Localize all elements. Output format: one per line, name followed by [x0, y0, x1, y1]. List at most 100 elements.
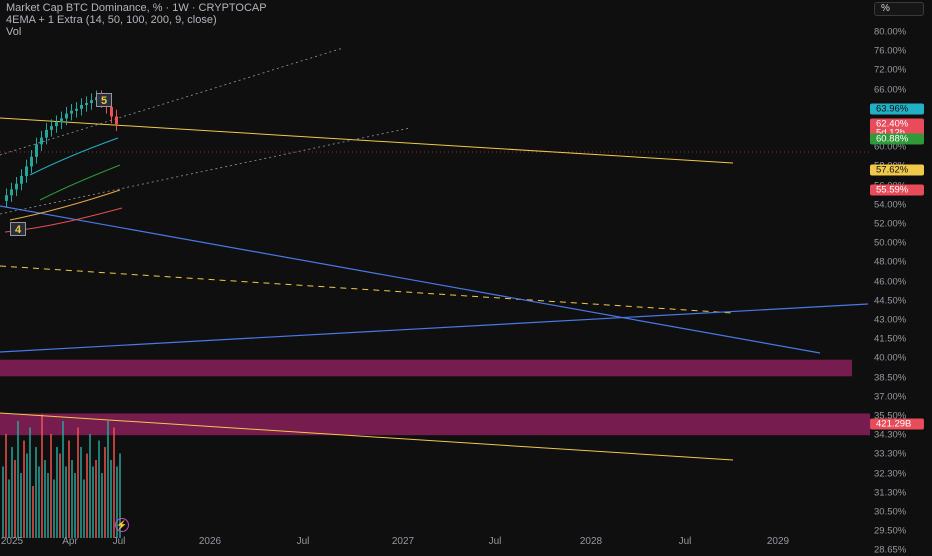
elliott-wave-4-label[interactable]: 4	[10, 222, 26, 236]
candle-body	[45, 129, 48, 138]
candle-body	[110, 106, 113, 117]
candle-body	[55, 122, 58, 127]
volume-bar	[14, 460, 16, 538]
volume-bar	[47, 473, 49, 538]
volume-bar	[83, 479, 85, 538]
volume-bar	[101, 473, 103, 538]
volume-bar	[95, 460, 97, 538]
price-tick-label: 40.00%	[874, 352, 907, 364]
candle-body	[10, 189, 13, 196]
volume-bar	[116, 466, 118, 538]
yellow-dashed-line	[0, 265, 734, 314]
price-tick-label: 52.00%	[874, 218, 907, 230]
volume-label[interactable]: Vol	[6, 26, 22, 38]
price-tick-label: 32.30%	[874, 468, 907, 480]
price-badge: 421.29B	[870, 418, 924, 430]
indicator-label[interactable]: 4EMA + 1 Extra (14, 50, 100, 200, 9, clo…	[6, 14, 217, 26]
volume-bar	[92, 466, 94, 538]
volume-bar	[11, 447, 13, 538]
candle-body	[35, 144, 38, 157]
scale-percent-button[interactable]: %	[874, 2, 924, 16]
volume-bar	[41, 414, 43, 538]
time-tick-label: 2027	[391, 536, 415, 547]
supply-zone	[0, 359, 852, 377]
price-tick-label: 31.30%	[874, 487, 907, 499]
price-tick-label: 54.00%	[874, 199, 907, 211]
price-tick-label: 30.50%	[874, 506, 907, 518]
volume-bar	[62, 421, 64, 538]
volume-bar	[65, 466, 67, 538]
price-tick-label: 72.00%	[874, 64, 907, 76]
price-tick-label: 60.00%	[874, 141, 907, 153]
candle-body	[75, 108, 78, 111]
price-badge: 62.40%	[870, 118, 924, 130]
price-tick-label: 29.50%	[874, 525, 907, 537]
volume-bar	[8, 479, 10, 538]
volume-bar	[50, 434, 52, 538]
volume-bar	[29, 427, 31, 538]
elliott-wave-5-label[interactable]: 5	[96, 93, 112, 107]
volume-bar	[17, 421, 19, 538]
price-tick-label: 48.00%	[874, 256, 907, 268]
volume-bar	[98, 440, 100, 538]
blue-descending-line	[0, 205, 821, 354]
price-tick-label: 37.00%	[874, 391, 907, 403]
price-tick-label: 28.65%	[874, 544, 907, 556]
volume-bar	[53, 479, 55, 538]
candle-body	[85, 103, 88, 105]
yellow-resistance-line	[0, 117, 734, 164]
ema-14-line	[29, 137, 119, 176]
volume-bar	[23, 440, 25, 538]
time-tick-label: Apr	[62, 536, 78, 547]
price-tick-label: 66.00%	[874, 84, 907, 96]
channel-lower-line	[0, 127, 411, 215]
time-tick-label: 2025	[0, 536, 24, 547]
candle-body	[65, 113, 68, 119]
candle-body	[30, 156, 33, 167]
candle-body	[70, 110, 73, 114]
supply-zone	[0, 413, 870, 436]
volume-bar	[20, 473, 22, 538]
volume-bar	[89, 434, 91, 538]
ema-50-line	[39, 164, 121, 201]
yellow-volume-trend-line	[0, 412, 734, 461]
price-tick-label: 76.00%	[874, 45, 907, 57]
time-tick-label: Jul	[678, 536, 692, 547]
candle-body	[40, 137, 43, 145]
volume-bar	[26, 453, 28, 538]
volume-bar	[77, 427, 79, 538]
blue-ascending-line	[0, 303, 869, 353]
price-badge: 5d 12h	[870, 127, 924, 139]
candle-body	[90, 100, 93, 104]
volume-bar	[35, 447, 37, 538]
chart-title: Market Cap BTC Dominance, % · 1W · CRYPT…	[6, 2, 267, 14]
volume-bar	[104, 447, 106, 538]
time-tick-label: Jul	[296, 536, 310, 547]
candle-body	[15, 183, 18, 190]
ema-100-line	[9, 189, 121, 221]
price-badge: 60.88%	[870, 133, 924, 145]
volume-bar	[68, 440, 70, 538]
volume-bar	[71, 460, 73, 538]
price-tick-label: 33.30%	[874, 448, 907, 460]
price-tick-label: 38.50%	[874, 372, 907, 384]
time-tick-label: 2028	[579, 536, 603, 547]
time-tick-label: 2029	[766, 536, 790, 547]
volume-bar	[5, 434, 7, 538]
price-tick-label: 34.30%	[874, 429, 907, 441]
price-tick-label: 44.50%	[874, 295, 907, 307]
price-tick-label: 43.00%	[874, 314, 907, 326]
volume-bar	[56, 447, 58, 538]
time-tick-label: Jul	[112, 536, 126, 547]
candle-body	[5, 195, 8, 201]
candle-body	[115, 116, 118, 125]
volume-bar	[2, 466, 4, 538]
volume-bar	[38, 466, 40, 538]
lightning-icon[interactable]: ⚡	[115, 518, 129, 532]
volume-bar	[119, 453, 121, 538]
price-badge: 57.62%	[870, 164, 924, 176]
candle-body	[25, 166, 28, 176]
volume-bar	[74, 473, 76, 538]
time-tick-label: Jul	[488, 536, 502, 547]
